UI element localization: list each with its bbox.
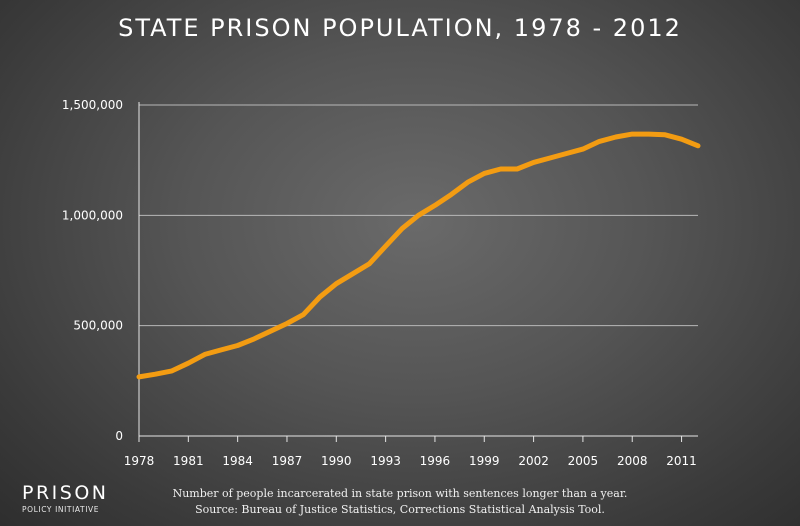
logo-name: PRISON [22, 482, 109, 504]
y-tick-labels: 0 500,000 1,000,000 1,500,000 [62, 98, 123, 443]
x-tick-label: 1978 [124, 454, 155, 468]
y-tick-label: 0 [115, 429, 123, 443]
x-tick-label: 2008 [617, 454, 648, 468]
prison-policy-initiative-logo: PRISON POLICY INITIATIVE [22, 482, 109, 514]
x-tick-label: 1987 [272, 454, 303, 468]
x-tick-label: 1984 [222, 454, 253, 468]
x-tick-label: 1996 [420, 454, 451, 468]
series-layer [136, 131, 701, 380]
x-tick-labels: 1978 1981 1984 1987 1990 1993 1996 1999 2002 2005… [124, 454, 697, 468]
chart-caption: Number of people incarcerated in state p… [172, 487, 628, 500]
x-tick-label: 1993 [370, 454, 401, 468]
x-tick-label: 1999 [469, 454, 500, 468]
axes [138, 102, 698, 442]
y-tick-label: 500,000 [73, 319, 123, 333]
y-tick-label: 1,500,000 [62, 98, 123, 112]
chart-title: STATE PRISON POPULATION, 1978 - 2012 [118, 14, 682, 42]
logo-subtitle: POLICY INITIATIVE [22, 505, 100, 514]
series-line-state-prison-population [136, 131, 701, 380]
x-tick-label: 1981 [173, 454, 204, 468]
x-tick-label: 2011 [666, 454, 697, 468]
x-tick-label: 2005 [568, 454, 599, 468]
chart-source: Source: Bureau of Justice Statistics, Co… [195, 503, 605, 516]
x-tick-label: 2002 [518, 454, 549, 468]
y-tick-label: 1,000,000 [62, 208, 123, 222]
x-tick-label: 1990 [321, 454, 352, 468]
